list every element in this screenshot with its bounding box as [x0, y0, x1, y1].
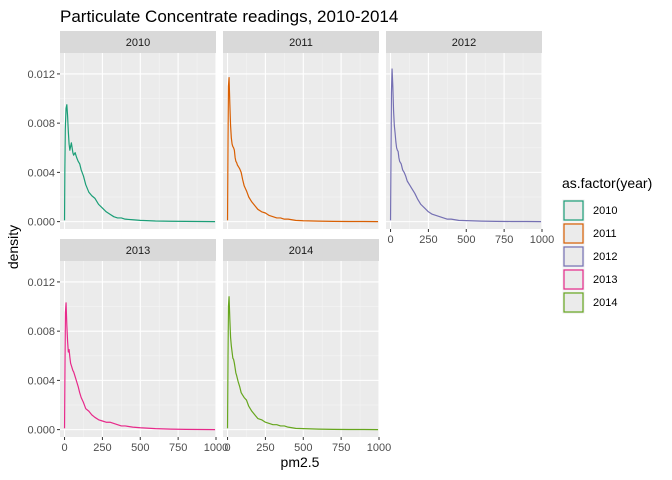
y-tick-label: 0.008	[27, 118, 55, 130]
panel-background	[223, 53, 379, 229]
x-tick-label: 250	[419, 234, 437, 246]
facet-strip	[60, 31, 216, 53]
panel-background	[386, 53, 542, 229]
facet-panel: 2012	[386, 31, 543, 229]
x-tick-label: 500	[294, 442, 312, 454]
legend-swatch	[563, 269, 584, 290]
facet-strip-label: 2014	[289, 245, 313, 257]
x-axis-title: pm2.5	[281, 454, 320, 470]
y-tick-label: 0.004	[27, 167, 55, 179]
facet-strip-label: 2011	[289, 37, 313, 49]
density-line-2014	[226, 296, 379, 431]
legend-item: 2012	[561, 244, 617, 269]
facet-panel: 2010	[60, 31, 217, 229]
facet-strip	[223, 31, 379, 53]
chart-title: Particulate Concentrate readings, 2010-2…	[60, 7, 398, 26]
x-tick-label: 0	[224, 442, 230, 454]
facet-strip	[386, 31, 542, 53]
legend-label: 2011	[593, 228, 617, 240]
density-line-2012	[389, 68, 542, 223]
y-tick-label: 0.004	[27, 375, 55, 387]
facet-strip	[223, 239, 379, 261]
legend-label: 2010	[593, 205, 617, 217]
legend-item: 2014	[561, 290, 617, 315]
legend: as.factor(year) 2010 2011 2012 2013 2014	[561, 175, 652, 315]
y-tick-label: 0.000	[27, 425, 55, 437]
facet-strip-label: 2012	[452, 37, 476, 49]
x-tick-label: 750	[169, 442, 187, 454]
facet-panel: 2014	[223, 239, 380, 437]
density-line-2011	[226, 77, 379, 223]
x-tick-label: 1000	[204, 442, 228, 454]
legend-item: 2011	[561, 221, 617, 246]
legend-swatch	[563, 292, 584, 313]
facet-strip-label: 2010	[126, 37, 150, 49]
y-tick-label: 0.008	[27, 326, 55, 338]
legend-label: 2012	[593, 251, 617, 263]
density-line-2013	[63, 302, 216, 431]
y-axis-title: density	[5, 225, 21, 269]
x-tick-label: 750	[332, 442, 350, 454]
axes: 0.000 0.004 0.008 0.012 0.000 0.004 0.008 0.012…	[27, 69, 554, 454]
x-tick-label: 750	[495, 234, 513, 246]
x-tick-label: 500	[457, 234, 475, 246]
legend-swatch	[563, 246, 584, 267]
x-tick-label: 0	[61, 442, 67, 454]
facet-strip	[60, 239, 216, 261]
legend-item: 2013	[561, 267, 617, 292]
y-tick-label: 0.012	[27, 277, 55, 289]
panel-background	[60, 53, 216, 229]
y-tick-label: 0.012	[27, 69, 55, 81]
legend-swatch	[563, 200, 584, 221]
legend-swatch	[563, 223, 584, 244]
legend-label: 2013	[593, 274, 617, 286]
x-tick-label: 500	[131, 442, 149, 454]
x-tick-label: 1000	[367, 442, 391, 454]
legend-title: as.factor(year)	[562, 175, 652, 191]
facet-panels: 2010 2011 2012 2013 2014	[60, 31, 543, 437]
x-tick-label: 250	[256, 442, 274, 454]
facet-panel: 2011	[223, 31, 380, 229]
legend-item: 2010	[561, 198, 617, 223]
y-tick-label: 0.000	[27, 217, 55, 229]
x-tick-label: 250	[93, 442, 111, 454]
x-tick-label: 1000	[530, 234, 554, 246]
facet-strip-label: 2013	[126, 245, 150, 257]
legend-label: 2014	[593, 297, 617, 309]
facet-panel: 2013	[60, 239, 217, 437]
x-tick-label: 0	[387, 234, 393, 246]
density-line-2010	[63, 104, 216, 223]
